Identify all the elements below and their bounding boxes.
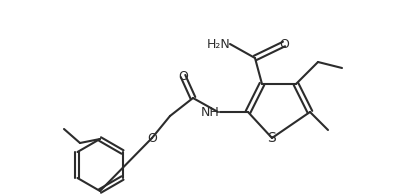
Text: O: O — [178, 70, 188, 83]
Text: O: O — [279, 37, 289, 51]
Text: NH: NH — [201, 105, 220, 119]
Text: S: S — [267, 131, 276, 145]
Text: H₂N: H₂N — [206, 37, 230, 51]
Text: O: O — [147, 132, 157, 144]
